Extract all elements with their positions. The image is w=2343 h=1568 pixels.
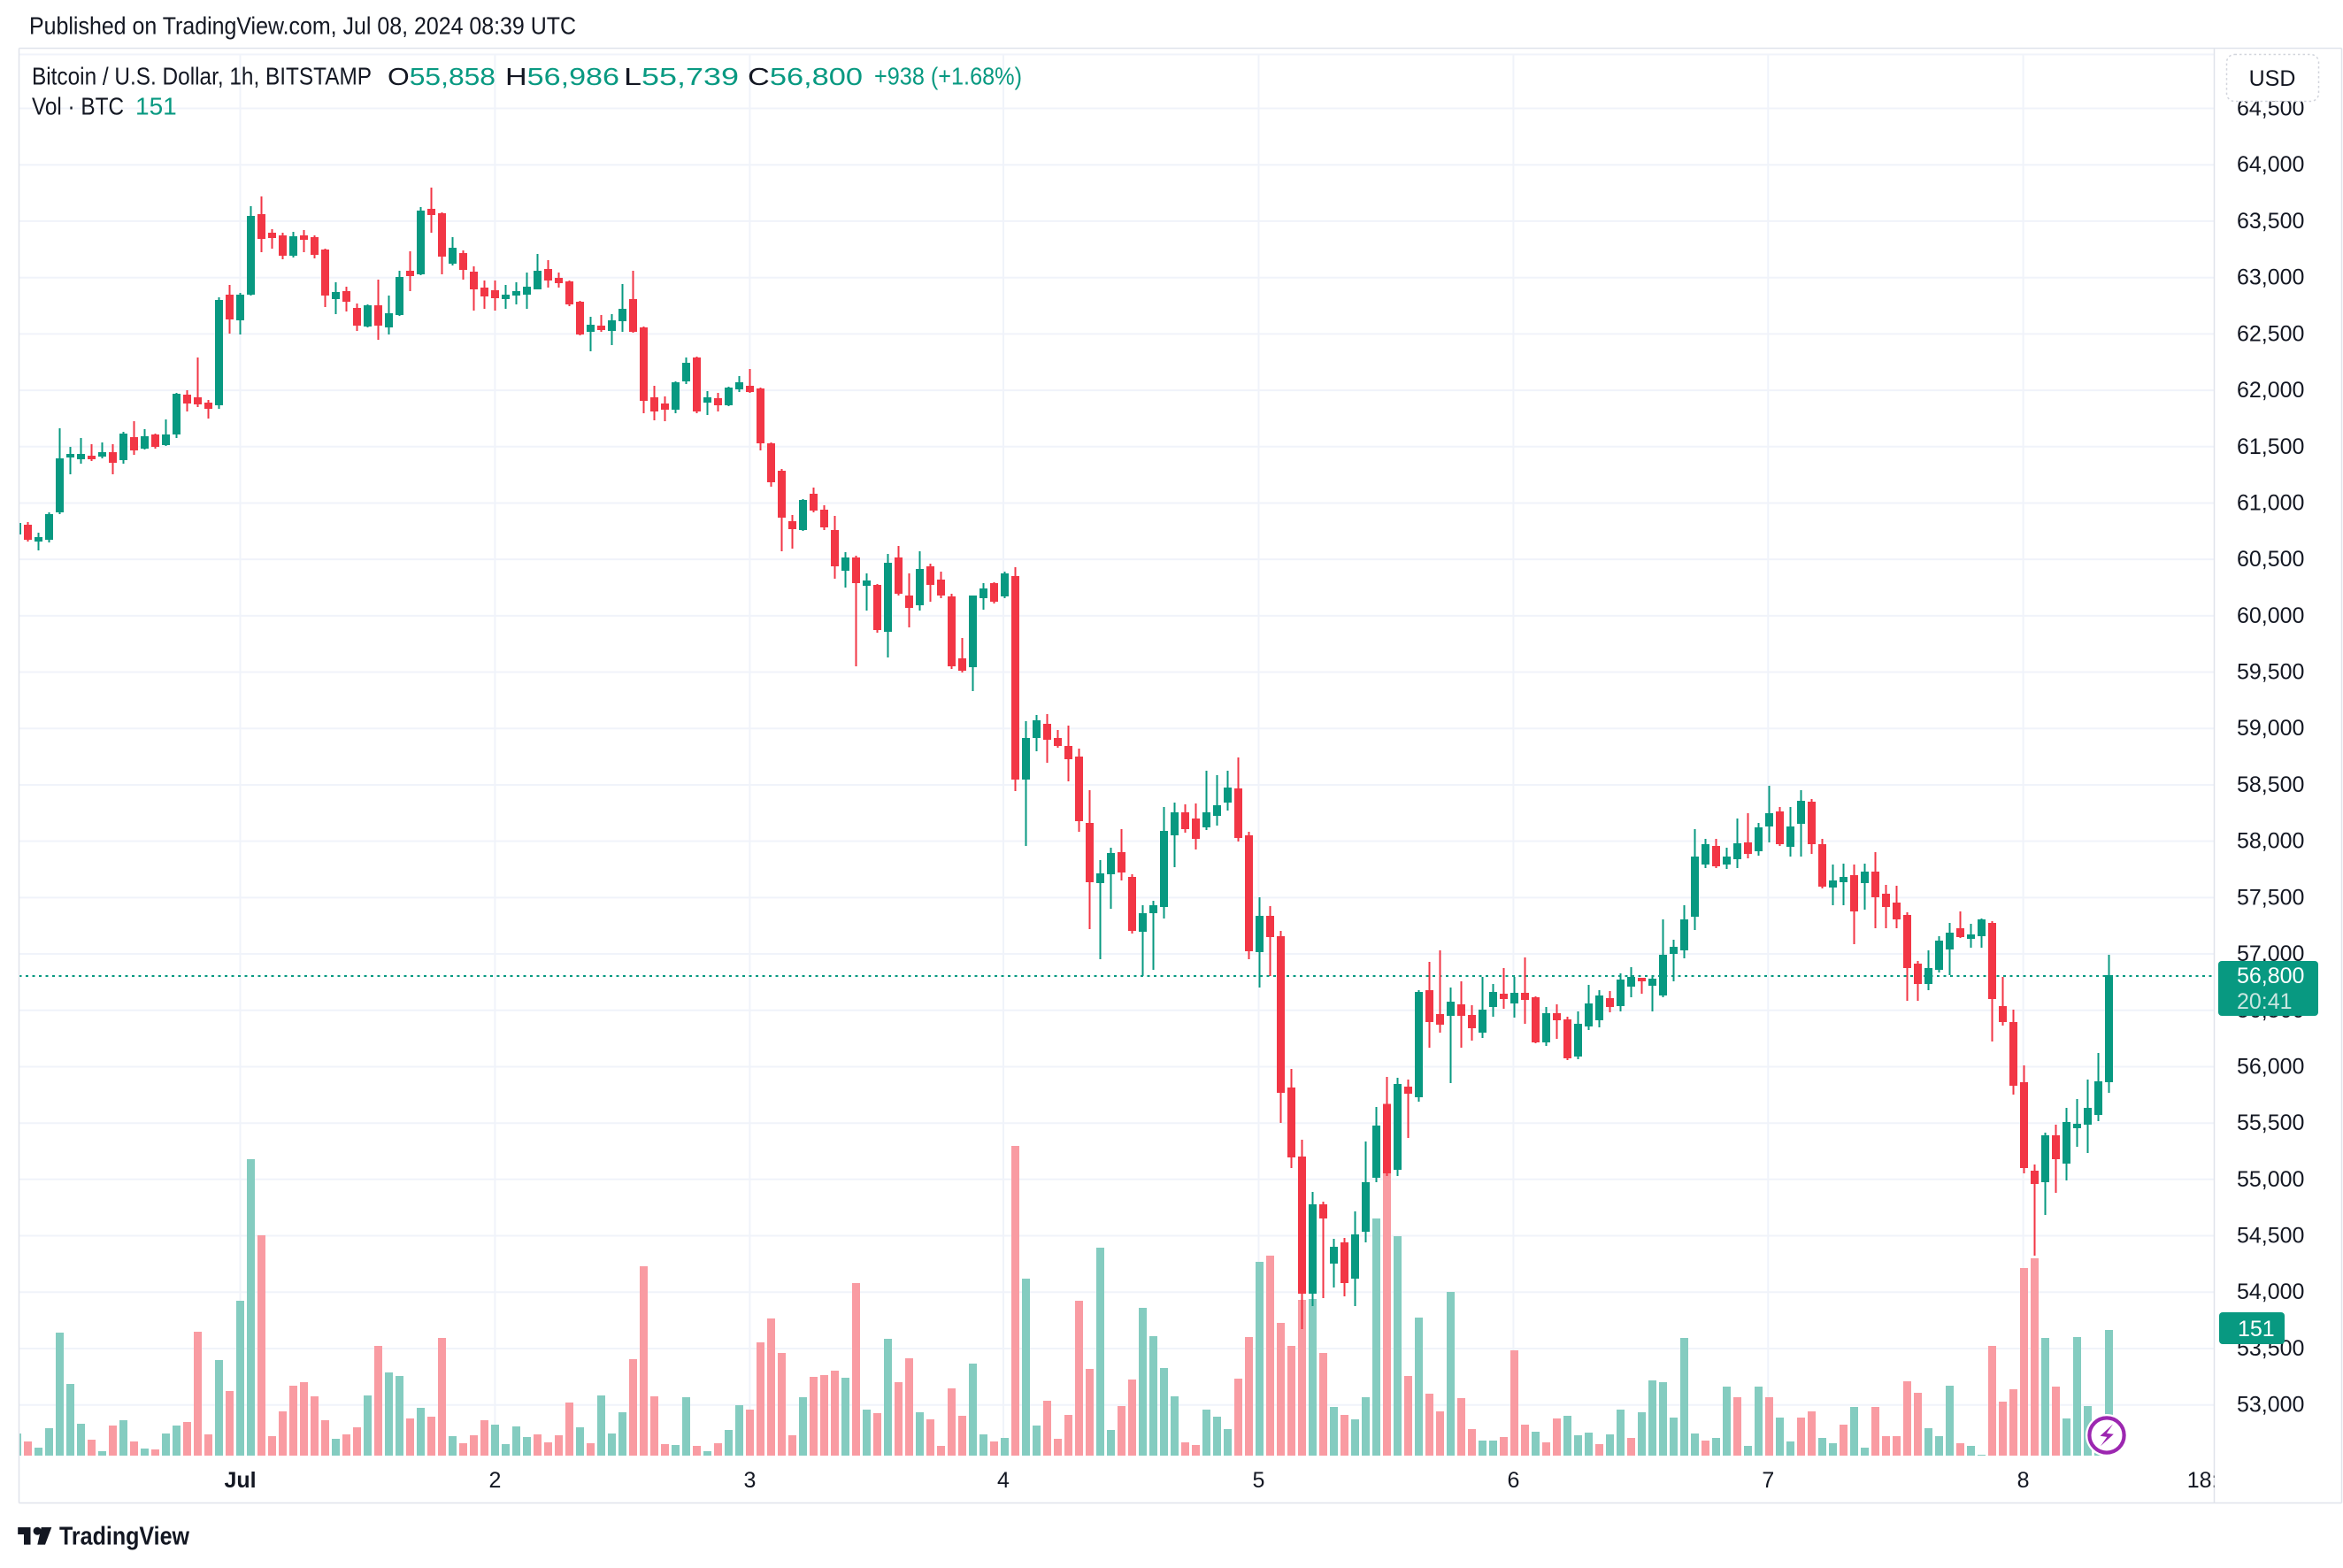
svg-text:2: 2 xyxy=(488,1468,501,1493)
svg-text:55,500: 55,500 xyxy=(2237,1111,2304,1135)
svg-text:+938 (+1.68%): +938 (+1.68%) xyxy=(874,63,1022,90)
svg-text:56,800: 56,800 xyxy=(2237,964,2304,988)
svg-text:151: 151 xyxy=(135,93,177,120)
svg-text:Published on TradingView.com,: Published on TradingView.com, Jul 08, 20… xyxy=(29,12,576,40)
svg-text:18:00: 18:00 xyxy=(2187,1468,2243,1493)
svg-text:L55,739: L 55,739 xyxy=(624,63,739,90)
svg-text:55,000: 55,000 xyxy=(2237,1167,2304,1192)
svg-text:57,500: 57,500 xyxy=(2237,885,2304,910)
svg-text:7: 7 xyxy=(1762,1468,1774,1493)
svg-text:60,500: 60,500 xyxy=(2237,547,2304,572)
svg-text:63,000: 63,000 xyxy=(2237,265,2304,290)
svg-text:6: 6 xyxy=(1507,1468,1519,1493)
svg-text:59,500: 59,500 xyxy=(2237,660,2304,685)
svg-text:54,500: 54,500 xyxy=(2237,1224,2304,1249)
svg-text:Bitcoin / U.S. Dollar, 1h, BIT: Bitcoin / U.S. Dollar, 1h, BITSTAMP xyxy=(32,63,372,90)
svg-text:3: 3 xyxy=(743,1468,756,1493)
svg-text:58,000: 58,000 xyxy=(2237,829,2304,854)
svg-text:59,000: 59,000 xyxy=(2237,716,2304,741)
svg-text:Jul: Jul xyxy=(224,1468,256,1493)
svg-text:USD: USD xyxy=(2249,66,2296,91)
svg-text:56,000: 56,000 xyxy=(2237,1055,2304,1080)
svg-text:64,000: 64,000 xyxy=(2237,152,2304,177)
svg-text:63,500: 63,500 xyxy=(2237,209,2304,234)
svg-text:62,500: 62,500 xyxy=(2237,321,2304,346)
svg-text:53,000: 53,000 xyxy=(2237,1393,2304,1418)
svg-text:5: 5 xyxy=(1253,1468,1265,1493)
svg-text:TradingView: TradingView xyxy=(59,1523,189,1551)
svg-text:151: 151 xyxy=(2238,1317,2275,1341)
svg-text:54,000: 54,000 xyxy=(2237,1280,2304,1304)
svg-text:20:41: 20:41 xyxy=(2237,989,2293,1014)
svg-text:Vol · BTC: Vol · BTC xyxy=(32,93,124,120)
svg-text:61,000: 61,000 xyxy=(2237,491,2304,516)
svg-text:O55,858: O 55,858 xyxy=(388,63,495,90)
svg-text:60,000: 60,000 xyxy=(2237,603,2304,628)
svg-text:58,500: 58,500 xyxy=(2237,772,2304,797)
svg-text:62,000: 62,000 xyxy=(2237,378,2304,403)
svg-text:C56,800: C 56,800 xyxy=(748,63,863,90)
svg-text:61,500: 61,500 xyxy=(2237,434,2304,459)
svg-text:H56,986: H 56,986 xyxy=(505,63,619,90)
svg-text:8: 8 xyxy=(2017,1468,2030,1493)
svg-text:4: 4 xyxy=(997,1468,1010,1493)
